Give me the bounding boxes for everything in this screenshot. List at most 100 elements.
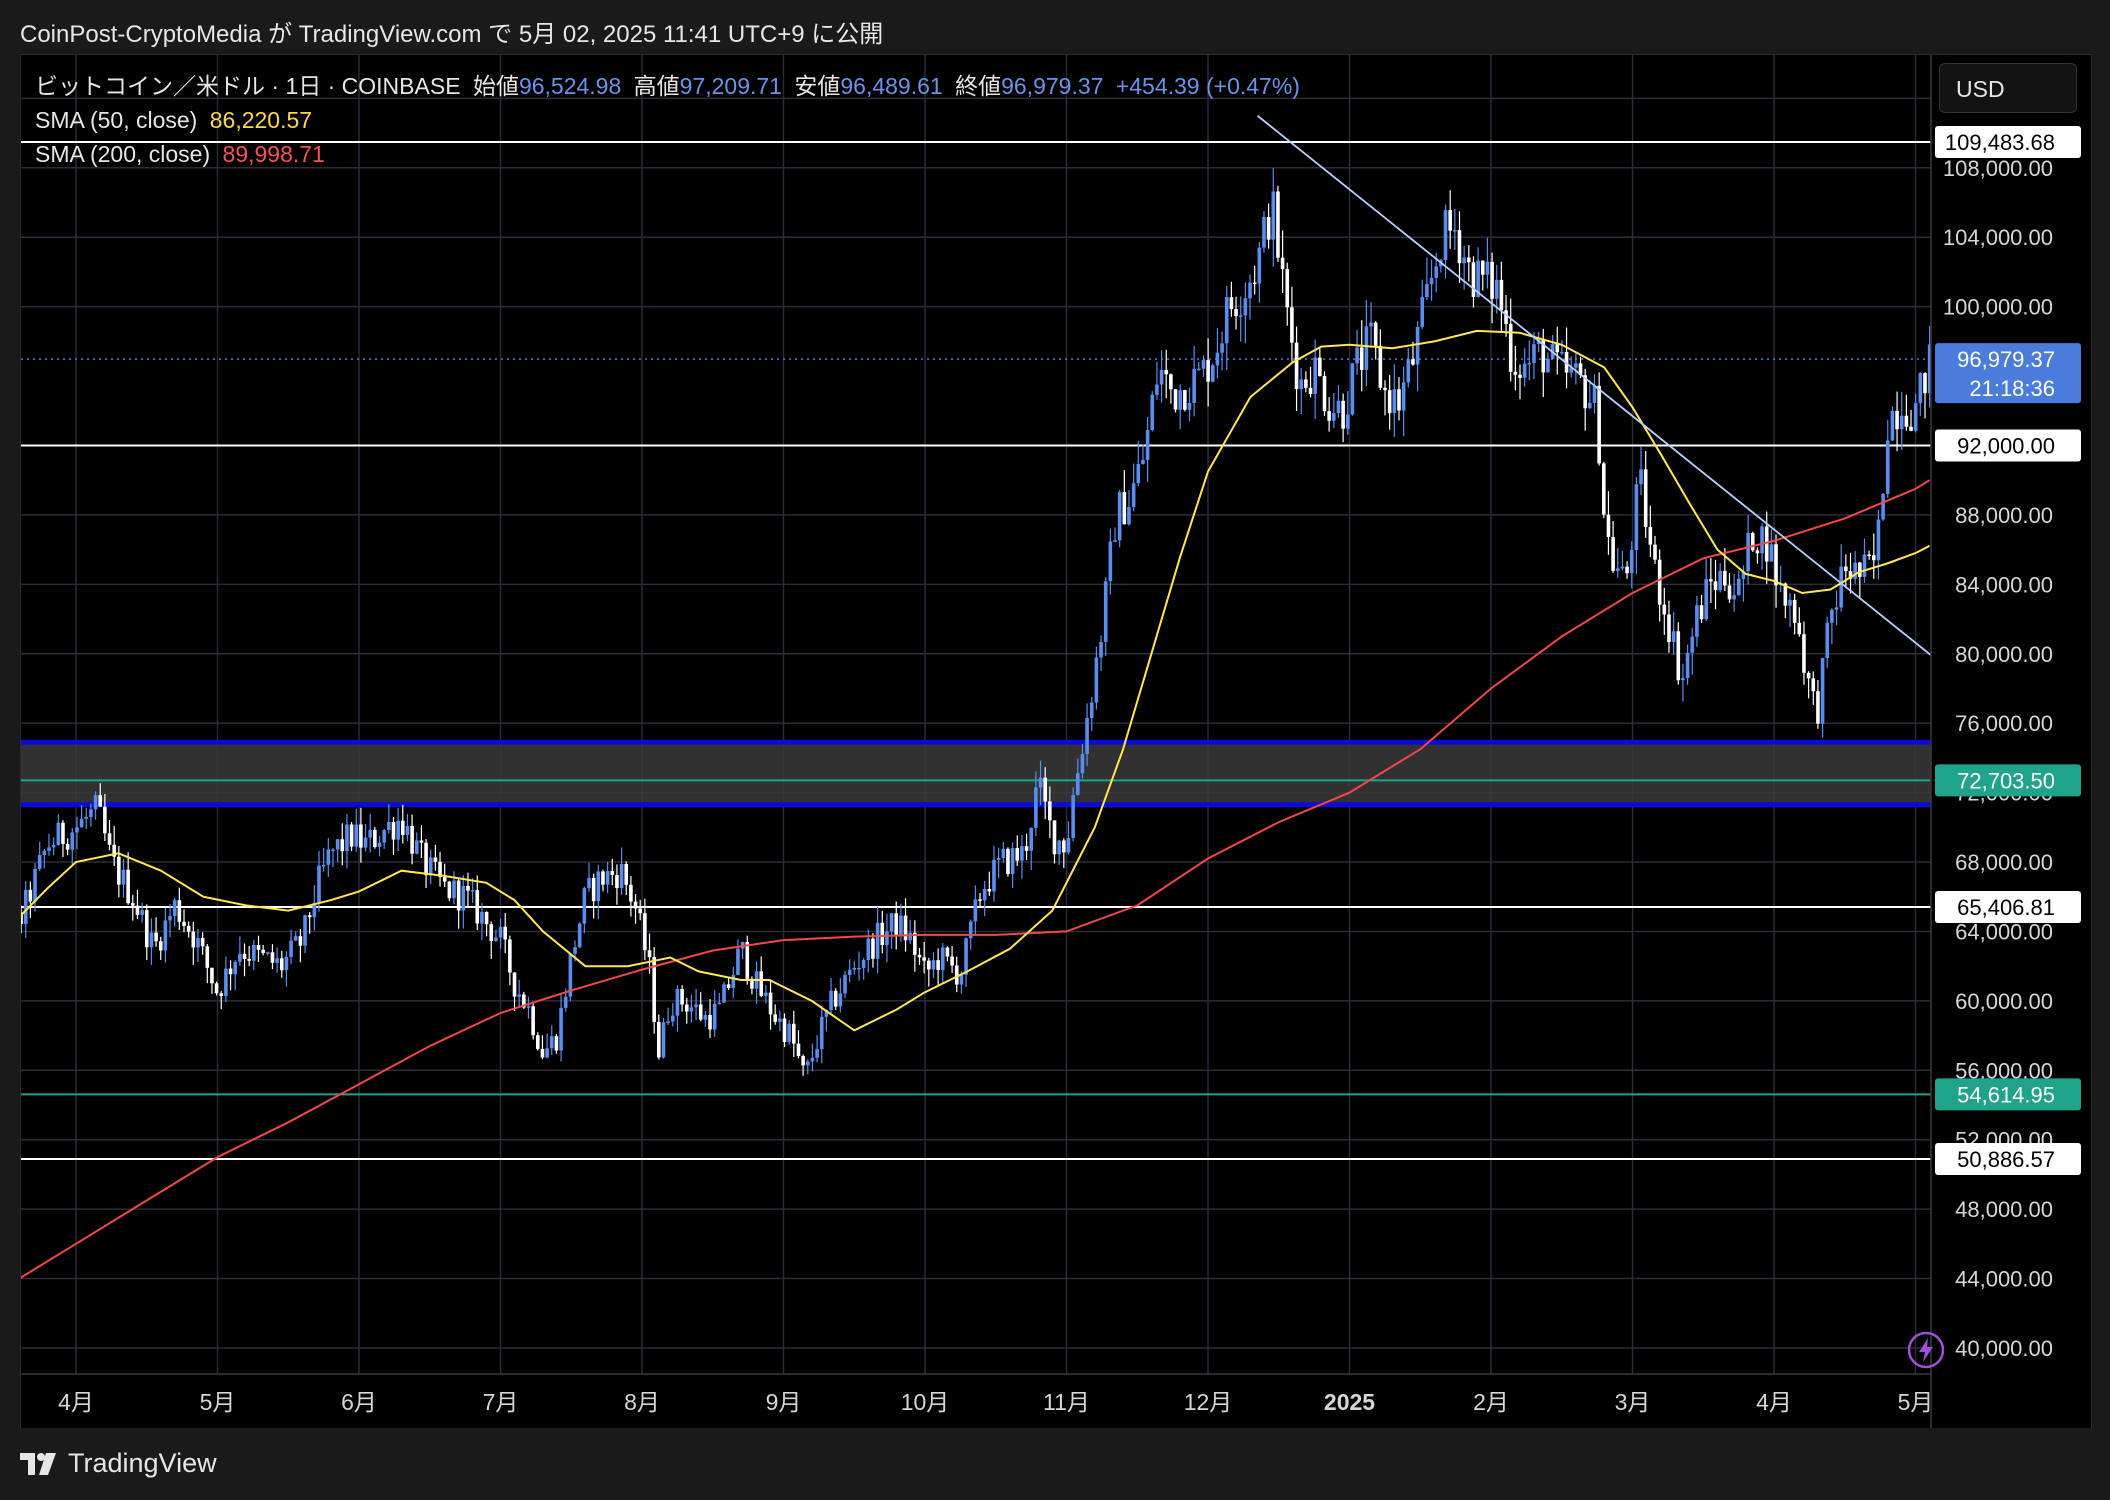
candles-layer (21, 168, 1932, 1076)
sma50-line (21, 329, 1931, 1032)
candle-353 (1611, 537, 1615, 571)
legend-symbol[interactable]: ビットコイン／米ドル · 1日 · COINBASE (35, 73, 461, 99)
candle-11 (21, 912, 23, 925)
candle-199 (894, 913, 899, 936)
candle-40 (154, 932, 158, 942)
legend-sma50-row[interactable]: SMA (50, close) 86,220.57 (35, 103, 1306, 137)
candle-416 (1904, 415, 1909, 427)
candle-284 (1290, 307, 1294, 343)
candle-307 (1397, 389, 1401, 411)
candle-420 (1923, 373, 1927, 394)
candle-173 (773, 1014, 777, 1022)
sma-layer (21, 329, 1931, 1279)
candle-102 (442, 877, 447, 882)
candle-149 (661, 1022, 666, 1058)
legend-close: 96,979.37 (1001, 73, 1104, 99)
legend-sma200-row[interactable]: SMA (200, close) 89,998.71 (35, 137, 1306, 171)
candle-92 (396, 820, 400, 840)
tradingview-brand[interactable]: TradingView (20, 1448, 217, 1479)
candle-214 (964, 938, 968, 975)
candle-104 (452, 880, 456, 899)
candle-393 (1797, 622, 1802, 635)
candle-372 (1699, 605, 1704, 620)
x-tick-label-2: 6月 (341, 1389, 377, 1415)
lightning-icon[interactable] (1906, 1330, 1946, 1370)
candle-170 (759, 971, 764, 996)
candle-238 (1075, 773, 1080, 796)
candle-377 (1723, 570, 1727, 586)
candle-117 (512, 972, 517, 997)
candle-57 (233, 961, 238, 975)
candle-109 (475, 890, 480, 924)
candle-160 (712, 1003, 717, 1030)
candle-189 (847, 969, 852, 975)
candle-385 (1760, 526, 1764, 554)
candle-298 (1355, 347, 1359, 364)
candle-230 (1038, 777, 1043, 788)
candle-164 (731, 974, 736, 989)
candle-34 (126, 869, 130, 904)
x-tick-label-1: 5月 (200, 1389, 236, 1415)
candle-236 (1066, 838, 1071, 853)
candle-75 (317, 865, 321, 903)
sma200-line (21, 479, 1931, 1279)
candle-400 (1830, 609, 1834, 623)
candle-142 (629, 884, 633, 902)
candle-177 (792, 1023, 796, 1044)
candle-186 (833, 990, 838, 1007)
candle-313 (1425, 284, 1429, 298)
candle-318 (1448, 210, 1452, 231)
candle-145 (643, 913, 647, 951)
candle-384 (1755, 550, 1760, 554)
y-tick-label-7: 76,000.00 (1955, 711, 2053, 736)
candle-215 (968, 921, 973, 939)
candle-16 (42, 850, 47, 856)
candle-125 (549, 1036, 554, 1049)
candle-121 (531, 1006, 535, 1036)
x-tick-label-9: 2025 (1324, 1389, 1375, 1415)
candle-161 (717, 1002, 722, 1005)
chart-frame[interactable]: 112,000.00108,000.00104,000.00100,000.00… (20, 54, 2092, 1430)
candle-291 (1322, 376, 1327, 412)
candle-244 (1103, 581, 1108, 642)
candle-195 (875, 922, 880, 959)
candle-217 (978, 899, 982, 901)
trendline-layer (1256, 115, 1952, 672)
candle-187 (838, 993, 843, 1007)
y-tick-label-10: 64,000.00 (1955, 919, 2053, 944)
y-tick-label-11: 60,000.00 (1955, 989, 2053, 1014)
candle-183 (819, 1016, 824, 1050)
candle-73 (307, 915, 312, 918)
legend-open: 96,524.98 (518, 73, 622, 99)
candle-159 (708, 1015, 712, 1030)
candle-192 (861, 959, 866, 968)
candle-376 (1718, 570, 1722, 591)
price-chart[interactable]: 112,000.00108,000.00104,000.00100,000.00… (21, 55, 2091, 1429)
legend-sma50-value: 86,220.57 (209, 107, 313, 133)
candle-59 (242, 953, 247, 960)
tradingview-logo-icon (20, 1452, 56, 1475)
candle-119 (522, 994, 526, 1008)
candle-128 (563, 996, 568, 1008)
x-tick-label-5: 9月 (766, 1389, 802, 1415)
candle-275 (1248, 282, 1252, 299)
candle-327 (1490, 261, 1494, 299)
candle-322 (1467, 257, 1471, 263)
currency-button[interactable]: USD (1939, 63, 2077, 113)
current-price-label: 96,979.37 (1957, 347, 2055, 372)
candle-395 (1806, 672, 1811, 679)
candle-148 (657, 1021, 661, 1058)
candle-201 (903, 915, 908, 941)
candle-137 (605, 871, 610, 885)
candle-305 (1387, 390, 1392, 414)
candle-123 (540, 1048, 545, 1058)
candle-176 (787, 1023, 791, 1042)
candle-46 (182, 921, 186, 926)
candle-415 (1899, 415, 1904, 430)
candle-21 (65, 843, 70, 850)
legend-close-label: 終値 (955, 73, 1002, 99)
candle-38 (144, 910, 149, 948)
candle-68 (284, 956, 289, 971)
candle-365 (1667, 614, 1671, 643)
candle-190 (852, 967, 857, 970)
